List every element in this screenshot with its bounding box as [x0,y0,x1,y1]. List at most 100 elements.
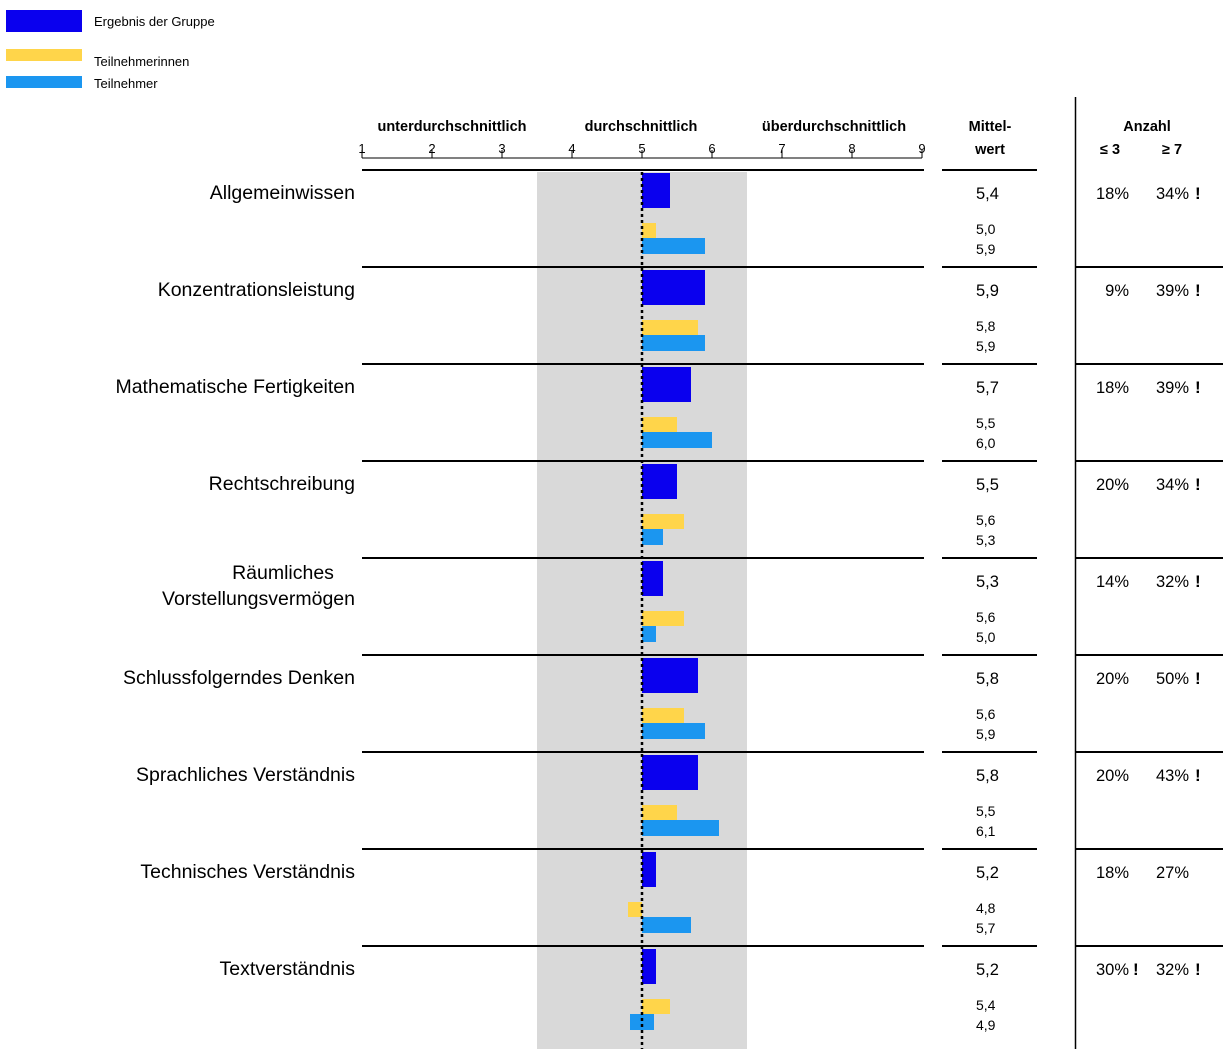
count-high: 32% [1156,573,1189,591]
mean-value-male: 5,3 [976,532,996,548]
category-label: Schlussfolgerndes Denken [123,667,355,689]
count-low: 20% [1096,670,1129,688]
count-low: 14% [1096,573,1129,591]
scale-tick-label: 8 [848,141,855,156]
category-row: Mathematische Fertigkeiten 5,7 5,5 6,0 18% 39… [115,376,1200,451]
mean-value-male: 5,9 [976,241,996,257]
mean-value-female: 5,8 [976,318,996,334]
mean-value-group: 5,3 [976,573,999,591]
count-high-flag: ! [1195,766,1201,785]
count-header-high: ≥ 7 [1162,142,1182,158]
count-high: 27% [1156,864,1189,882]
zone-label-above: überdurchschnittlich [762,119,906,135]
mean-value-group: 5,4 [976,185,999,203]
mean-value-male: 6,1 [976,823,996,839]
mean-value-group: 5,7 [976,379,999,397]
category-label: Mathematische Fertigkeiten [115,376,355,398]
category-label: Räumliches [232,562,334,584]
category-row: Textverständnis 5,2 5,4 4,9 30%! 32%! [220,958,1201,1033]
bar-female [642,611,684,626]
bar-male [642,626,656,642]
mean-value-female: 5,6 [976,609,996,625]
bar-male [642,723,705,739]
count-high-flag: ! [1195,281,1201,300]
count-high-flag: ! [1195,572,1201,591]
bar-male [642,238,705,254]
count-high: 32% [1156,961,1189,979]
scale-tick-label: 2 [428,141,435,156]
mean-value-group: 5,9 [976,282,999,300]
mean-value-female: 5,6 [976,706,996,722]
bar-male [630,1014,654,1030]
mean-value-male: 5,7 [976,920,996,936]
scale-header: unterdurchschnittlich durchschnittlich ü… [358,119,926,159]
bar-female [642,223,656,238]
category-label: Vorstellungsvermögen [162,588,355,610]
mean-value-male: 5,9 [976,726,996,742]
count-high: 34% [1156,476,1189,494]
category-row: Räumliches Vorstellungsvermögen 5,3 5,6 5,0 1… [162,562,1201,645]
category-row: Sprachliches Verständnis 5,8 5,5 6,1 20% 43%! [136,764,1201,839]
bars [628,173,719,1030]
bar-group [642,367,691,402]
count-low: 9% [1105,282,1129,300]
count-high-flag: ! [1195,960,1201,979]
mean-header-line1: Mittel- [969,119,1012,135]
mean-value-female: 4,8 [976,900,996,916]
count-high: 50% [1156,670,1189,688]
bar-female [642,805,677,820]
mean-value-male: 6,0 [976,435,996,451]
bar-group [642,658,698,693]
count-high: 39% [1156,282,1189,300]
bar-male [642,820,719,836]
count-low: 20% [1096,476,1129,494]
mean-header-line2: wert [974,142,1005,158]
mean-value-group: 5,5 [976,476,999,494]
mean-value-group: 5,2 [976,864,999,882]
scale-tick-label: 1 [358,141,365,156]
bar-group [642,852,656,887]
category-label: Rechtschreibung [209,473,355,495]
scale-tick-label: 5 [638,141,645,156]
category-label: Technisches Verständnis [140,861,355,883]
bar-group [642,173,670,208]
category-row: Rechtschreibung 5,5 5,6 5,3 20% 34%! [209,473,1201,548]
row-separators [362,169,1223,947]
bar-female [642,417,677,432]
bar-female [642,999,670,1014]
category-row: Konzentrationsleistung 5,9 5,8 5,9 9% 39%! [158,279,1201,354]
bar-female [642,514,684,529]
mean-value-female: 5,0 [976,221,996,237]
mean-value-male: 5,0 [976,629,996,645]
legend-swatch-group [6,10,82,32]
count-high-flag: ! [1195,475,1201,494]
scale-tick-label: 7 [778,141,785,156]
scale-tick-label: 3 [498,141,505,156]
category-label: Textverständnis [220,958,356,980]
category-label: Sprachliches Verständnis [136,764,355,786]
category-row: Allgemeinwissen 5,4 5,0 5,9 18% 34%! [210,182,1201,257]
bar-group [642,949,656,984]
zone-label-average: durchschnittlich [585,119,698,135]
count-high: 43% [1156,767,1189,785]
bar-group [642,561,663,596]
category-row: Schlussfolgerndes Denken 5,8 5,6 5,9 20% 50%! [123,667,1201,742]
count-low-flag: ! [1133,960,1139,979]
legend-label-female: Teilnehmerinnen [94,54,189,69]
bar-group [642,755,698,790]
count-high-flag: ! [1195,378,1201,397]
legend-label-male: Teilnehmer [94,76,158,91]
mean-header: Mittel- wert [969,119,1012,158]
legend-swatch-male [6,76,82,88]
mean-value-group: 5,8 [976,670,999,688]
legend: Ergebnis der Gruppe Teilnehmerinnen Teil… [6,10,215,91]
mean-value-male: 4,9 [976,1017,996,1033]
count-header: Anzahl ≤ 3 ≥ 7 [1074,97,1182,1049]
count-header-title: Anzahl [1123,119,1171,135]
category-label: Allgemeinwissen [210,182,355,204]
count-low: 18% [1096,379,1129,397]
mean-value-female: 5,5 [976,415,996,431]
mean-value-female: 5,5 [976,803,996,819]
bar-group [642,464,677,499]
